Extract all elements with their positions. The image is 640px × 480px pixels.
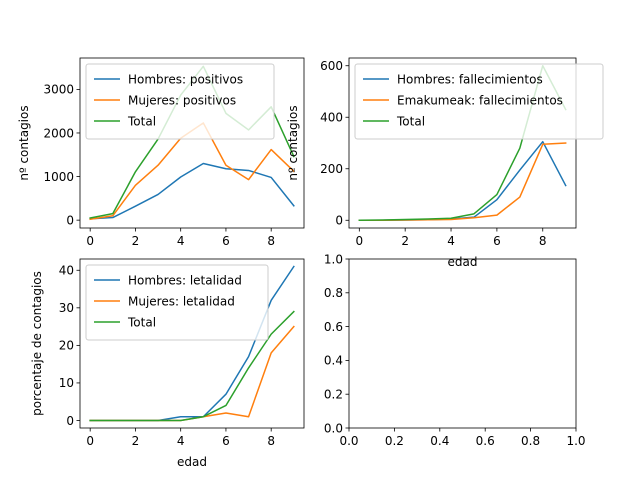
- y-tick-label: 0.8: [324, 286, 343, 300]
- x-tick-label: 2: [132, 434, 140, 448]
- x-tick-label: 4: [447, 234, 455, 248]
- x-tick-label: 6: [222, 234, 230, 248]
- legend-label: Emakumeak: fallecimientos: [397, 93, 563, 107]
- series-line-3: [89, 310, 295, 422]
- legend: Hombres: fallecimientos Emakumeak: fallec…: [354, 63, 604, 140]
- legend-label: Total: [396, 114, 425, 128]
- y-tick-label: 2000: [43, 126, 74, 140]
- legend-label: Mujeres: letalidad: [128, 294, 235, 308]
- x-tick-label: 0: [86, 434, 94, 448]
- axes-frame: [79, 57, 305, 229]
- x-tick-label: 0.0: [339, 434, 358, 448]
- y-tick-label: 0: [335, 214, 343, 228]
- legend: Hombres: letalidad Mujeres: letalidad Tota…: [85, 264, 269, 341]
- x-tick-label: 8: [267, 234, 275, 248]
- legend-box: [354, 63, 604, 140]
- x-tick-label: 4: [177, 434, 185, 448]
- y-tick-label: 0.0: [324, 421, 343, 435]
- x-tick-label: 0.6: [476, 434, 495, 448]
- y-tick-label: 40: [59, 264, 74, 278]
- x-tick-label: 2: [401, 234, 409, 248]
- legend-label: Hombres: fallecimientos: [397, 72, 543, 86]
- x-tick-label: 2: [132, 234, 140, 248]
- x-tick-label: 0: [86, 234, 94, 248]
- series-line-1: [89, 162, 295, 220]
- y-tick-label: 3000: [43, 83, 74, 97]
- y-tick-label: 600: [320, 59, 343, 73]
- axes-frame: [348, 258, 577, 429]
- y-tick-label: 0.6: [324, 320, 343, 334]
- x-tick-label: 1.0: [566, 434, 585, 448]
- x-axis-label: edad: [177, 455, 207, 469]
- y-axis-label: nº contagios: [17, 105, 31, 180]
- x-tick-label: 0.8: [521, 434, 540, 448]
- x-tick-label: 8: [539, 234, 547, 248]
- legend-box: [85, 63, 275, 140]
- subplot-4: 0.0 0.2 0.4 0.6 0.8 1.0 0.0 0.2 0.4 0.6 0.8 1.0: [324, 252, 586, 448]
- x-tick-label: 4: [177, 234, 185, 248]
- x-tick-label: 8: [267, 434, 275, 448]
- y-tick-label: 200: [320, 162, 343, 176]
- y-axis-label: porcentaje de contagios: [30, 271, 44, 416]
- x-tick-label: 6: [222, 434, 230, 448]
- axes-frame: [79, 258, 305, 429]
- y-tick-label: 20: [59, 339, 74, 353]
- x-tick-label: 0.4: [430, 434, 449, 448]
- legend-label: Total: [127, 114, 156, 128]
- legend-box: [85, 264, 269, 341]
- y-tick-label: 0: [66, 213, 74, 227]
- legend-label: Hombres: positivos: [128, 72, 243, 86]
- subplot-3: 0 2 4 6 8 0 10 20 30 40 edad porcentaje de contagio…: [30, 258, 305, 469]
- x-axis-label: edad: [448, 255, 478, 269]
- y-axis-label: nº contagios: [286, 105, 300, 180]
- y-tick-label: 0: [66, 414, 74, 428]
- y-tick-label: 1.0: [324, 252, 343, 266]
- y-tick-label: 30: [59, 301, 74, 315]
- y-tick-label: 10: [59, 376, 74, 390]
- subplot-1: 0 2 4 6 8 0 1000 2000 3000 nº contagios Hombres: p…: [17, 57, 305, 248]
- y-tick-label: 400: [320, 111, 343, 125]
- y-tick-label: 0.4: [324, 354, 343, 368]
- axes-frame: [348, 57, 577, 229]
- legend-label: Mujeres: positivos: [128, 93, 236, 107]
- x-tick-label: 0: [355, 234, 363, 248]
- legend-label: Total: [127, 315, 156, 329]
- x-tick-label: 0.2: [385, 434, 404, 448]
- y-tick-label: 1000: [43, 170, 74, 184]
- legend-label: Hombres: letalidad: [128, 273, 242, 287]
- legend: Hombres: positivos Mujeres: positivos Tota…: [85, 63, 275, 140]
- subplot-2: 0 2 4 6 8 0 200 400 600 edad nº contagios Hombres: …: [286, 57, 604, 269]
- x-tick-label: 6: [493, 234, 501, 248]
- y-tick-label: 0.2: [324, 388, 343, 402]
